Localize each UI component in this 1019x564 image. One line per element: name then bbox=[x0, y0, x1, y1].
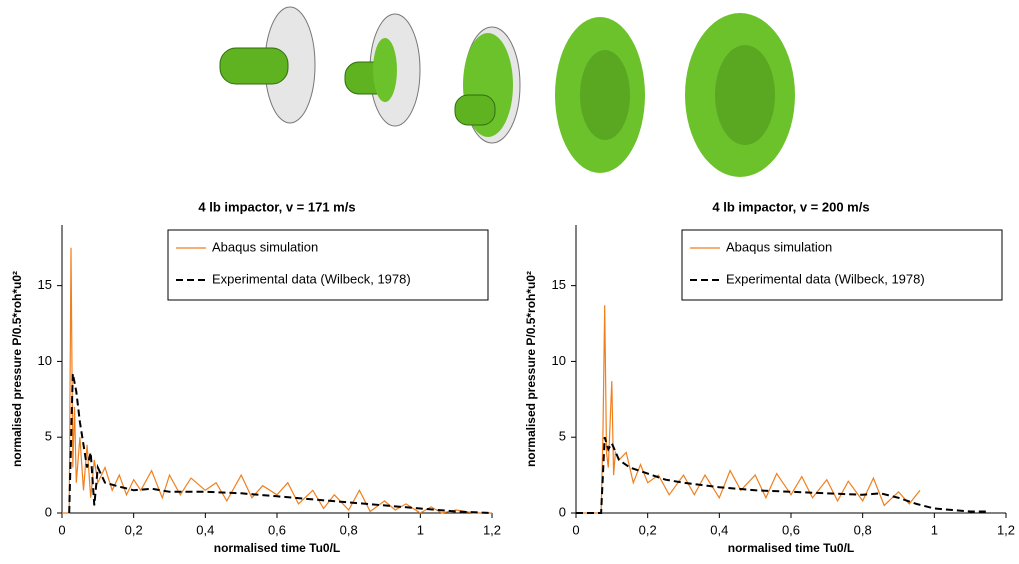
legend-box bbox=[681, 229, 1003, 301]
y-tick-label: 5 bbox=[45, 429, 52, 444]
x-axis-label: normalised time Tu0/L bbox=[728, 541, 854, 555]
x-tick-label: 0 bbox=[572, 522, 579, 537]
y-tick-label: 10 bbox=[552, 353, 566, 368]
x-tick-label: 1 bbox=[417, 522, 424, 537]
splash bbox=[373, 38, 397, 102]
data-line bbox=[576, 305, 921, 514]
y-tick-label: 10 bbox=[38, 353, 52, 368]
y-axis-label: normalised pressure P/0.5*roh*u0² bbox=[524, 271, 538, 467]
legend-label: Experimental data (Wilbeck, 1978) bbox=[212, 271, 411, 286]
stage-3 bbox=[454, 26, 521, 144]
x-tick-label: 1 bbox=[931, 522, 938, 537]
y-tick-label: 0 bbox=[45, 504, 52, 519]
legend-label: Abaqus simulation bbox=[726, 239, 832, 254]
x-tick-label: 0,8 bbox=[340, 522, 358, 537]
y-tick-label: 5 bbox=[559, 429, 566, 444]
projectile bbox=[454, 94, 496, 126]
x-tick-label: 1,2 bbox=[483, 522, 501, 537]
y-tick-label: 0 bbox=[559, 504, 566, 519]
data-line bbox=[68, 373, 493, 514]
chart-title: 4 lb impactor, v = 200 m/s bbox=[712, 199, 869, 214]
x-tick-label: 0,6 bbox=[782, 522, 800, 537]
stage-4 bbox=[555, 17, 645, 173]
y-tick-label: 15 bbox=[552, 277, 566, 292]
y-tick-label: 15 bbox=[38, 277, 52, 292]
x-axis-label: normalised time Tu0/L bbox=[214, 541, 340, 555]
x-tick-label: 0,4 bbox=[710, 522, 728, 537]
x-tick-label: 0,6 bbox=[268, 522, 286, 537]
x-tick-label: 1,2 bbox=[997, 522, 1015, 537]
data-line bbox=[62, 247, 492, 514]
stage-1 bbox=[219, 6, 316, 124]
projectile bbox=[219, 47, 289, 85]
legend-label: Experimental data (Wilbeck, 1978) bbox=[726, 271, 925, 286]
x-tick-label: 0,8 bbox=[854, 522, 872, 537]
chart-title: 4 lb impactor, v = 171 m/s bbox=[198, 199, 355, 214]
x-tick-label: 0,2 bbox=[639, 522, 657, 537]
data-line bbox=[576, 436, 989, 514]
x-tick-label: 0,2 bbox=[125, 522, 143, 537]
splash-core bbox=[715, 45, 775, 145]
y-axis-label: normalised pressure P/0.5*roh*u0² bbox=[10, 271, 24, 467]
stage-2 bbox=[344, 13, 421, 127]
x-tick-label: 0 bbox=[58, 522, 65, 537]
legend-box bbox=[167, 229, 489, 301]
splash-core bbox=[580, 50, 630, 140]
stage-5 bbox=[685, 13, 795, 177]
legend-label: Abaqus simulation bbox=[212, 239, 318, 254]
x-tick-label: 0,4 bbox=[196, 522, 214, 537]
impact-illustration bbox=[219, 6, 795, 177]
